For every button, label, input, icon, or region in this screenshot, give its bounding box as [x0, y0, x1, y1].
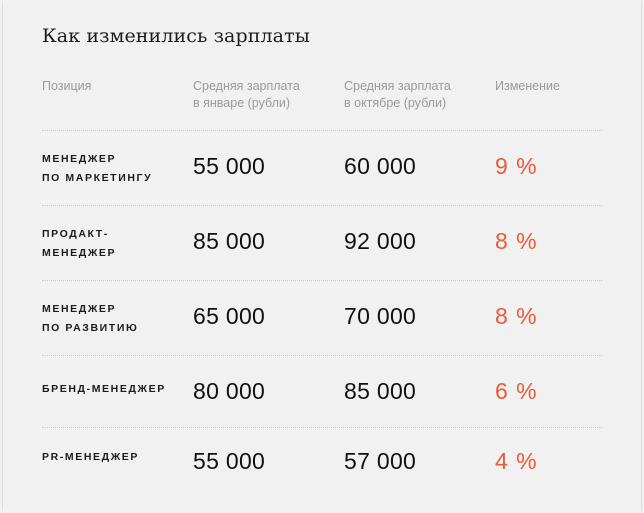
position-line: МЕНЕДЖЕР: [42, 153, 117, 165]
position-cell: МЕНЕДЖЕР ПО МАРКЕТИНГУ: [42, 150, 152, 188]
position-line: ПО МАРКЕТИНГУ: [42, 172, 153, 184]
position-line: PR-МЕНЕДЖЕР: [42, 451, 139, 463]
position-cell: PR-МЕНЕДЖЕР: [42, 448, 139, 467]
position-line: МЕНЕДЖЕР: [42, 247, 117, 259]
column-header-october: Средняя зарплата в октябре (рубли): [344, 78, 451, 112]
october-salary: 70 000: [344, 303, 417, 329]
position-line: БРЕНД-МЕНЕДЖЕР: [42, 383, 166, 395]
october-salary: 57 000: [344, 448, 417, 474]
january-salary: 55 000: [193, 153, 266, 179]
position-line: ПО РАЗВИТИЮ: [42, 322, 139, 334]
october-salary: 85 000: [344, 378, 417, 404]
column-header-change-line: Изменение: [495, 79, 560, 93]
position-cell: БРЕНД-МЕНЕДЖЕР: [42, 380, 166, 399]
column-header-january: Средняя зарплата в январе (рубли): [193, 78, 300, 112]
january-salary: 65 000: [193, 303, 266, 329]
column-header-change: Изменение: [495, 78, 560, 95]
january-salary: 55 000: [193, 448, 266, 474]
position-line: МЕНЕДЖЕР: [42, 303, 117, 315]
october-salary: 60 000: [344, 153, 417, 179]
table-row: PR-МЕНЕДЖЕР 55 000 57 000 4 %: [42, 427, 602, 503]
position-cell: МЕНЕДЖЕР ПО РАЗВИТИЮ: [42, 300, 138, 338]
table-row: МЕНЕДЖЕР ПО МАРКЕТИНГУ 55 000 60 000 9 %: [42, 130, 602, 206]
table-row: МЕНЕДЖЕР ПО РАЗВИТИЮ 65 000 70 000 8 %: [42, 280, 602, 356]
january-salary: 80 000: [193, 378, 266, 404]
table-row: БРЕНД-МЕНЕДЖЕР 80 000 85 000 6 %: [42, 355, 602, 431]
table-title: Как изменились зарплаты: [42, 25, 310, 47]
change-percent: 8 %: [495, 228, 538, 254]
column-header-october-line-1: Средняя зарплата: [344, 79, 451, 93]
change-percent: 4 %: [495, 448, 538, 474]
position-line: ПРОДАКТ-: [42, 228, 109, 240]
column-header-january-line-1: Средняя зарплата: [193, 79, 300, 93]
change-percent: 6 %: [495, 378, 538, 404]
column-header-position-line: Позиция: [42, 79, 92, 93]
october-salary: 92 000: [344, 228, 417, 254]
position-cell: ПРОДАКТ- МЕНЕДЖЕР: [42, 225, 116, 263]
column-header-october-line-2: в октябре (рубли): [344, 96, 447, 110]
table-row: ПРОДАКТ- МЕНЕДЖЕР 85 000 92 000 8 %: [42, 205, 602, 281]
column-header-position: Позиция: [42, 78, 91, 95]
january-salary: 85 000: [193, 228, 266, 254]
column-header-january-line-2: в январе (рубли): [193, 96, 291, 110]
change-percent: 9 %: [495, 153, 538, 179]
change-percent: 8 %: [495, 303, 538, 329]
